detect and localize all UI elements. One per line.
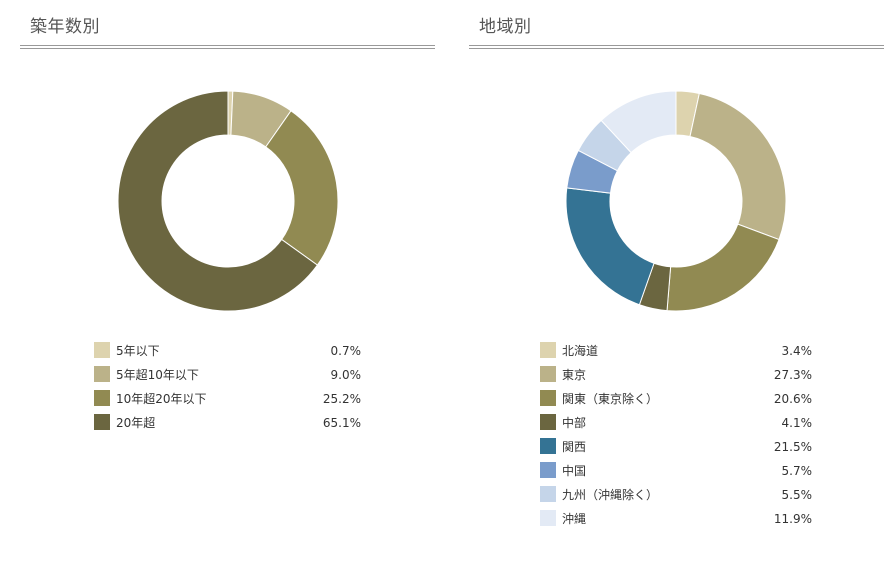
donut-slice	[265, 110, 339, 266]
legend-value: 20.6%	[773, 392, 812, 406]
donut-slice	[600, 90, 677, 154]
legend-label: 九州（沖縄除く）	[562, 488, 659, 502]
legend-item: 10年超20年以下 25.2%	[94, 390, 361, 414]
legend-value: 9.0%	[330, 368, 362, 382]
legend-value: 11.9%	[773, 512, 812, 526]
donut-slice	[689, 92, 787, 241]
legend-item: 関西 21.5%	[540, 438, 812, 462]
age-chart-title: 築年数別	[30, 17, 100, 37]
legend-value: 25.2%	[322, 392, 361, 406]
age-panel: 築年数別	[20, 0, 435, 49]
legend-item: 関東（東京除く） 20.6%	[540, 390, 812, 414]
legend-item: 沖縄 11.9%	[540, 510, 812, 534]
legend-value: 65.1%	[322, 416, 361, 430]
title-divider	[469, 45, 884, 49]
age-legend: 5年以下 0.7% 5年超10年以下 9.0% 10年超20年以下 25.2% 20年超 65…	[94, 342, 361, 438]
legend-item: 中国 5.7%	[540, 462, 812, 486]
legend-swatch	[94, 342, 110, 358]
title-divider	[20, 45, 435, 49]
legend-value: 21.5%	[773, 440, 812, 454]
legend-swatch	[540, 414, 556, 430]
legend-item: 北海道 3.4%	[540, 342, 812, 366]
donut-slice	[565, 187, 655, 306]
region-panel: 地域別	[469, 0, 884, 49]
region-donut-chart	[565, 90, 787, 312]
legend-label: 北海道	[562, 344, 599, 358]
legend-swatch	[540, 438, 556, 454]
legend-value: 4.1%	[781, 416, 813, 430]
legend-swatch	[540, 462, 556, 478]
legend-swatch	[540, 486, 556, 502]
legend-label: 東京	[562, 368, 587, 382]
legend-swatch	[540, 366, 556, 382]
legend-swatch	[540, 342, 556, 358]
legend-value: 27.3%	[773, 368, 812, 382]
legend-item: 中部 4.1%	[540, 414, 812, 438]
legend-label: 10年超20年以下	[116, 392, 207, 406]
legend-value: 5.7%	[781, 464, 813, 478]
legend-item: 20年超 65.1%	[94, 414, 361, 438]
legend-label: 関西	[562, 440, 587, 454]
region-chart-title: 地域別	[479, 17, 532, 37]
region-legend: 北海道 3.4% 東京 27.3% 関東（東京除く） 20.6% 中部 4.1% 関西 21.5%…	[540, 342, 812, 534]
legend-swatch	[540, 510, 556, 526]
legend-item: 東京 27.3%	[540, 366, 812, 390]
legend-label: 沖縄	[562, 512, 587, 526]
legend-swatch	[540, 390, 556, 406]
legend-value: 3.4%	[781, 344, 813, 358]
legend-label: 5年以下	[116, 344, 160, 358]
legend-label: 関東（東京除く）	[562, 392, 659, 406]
donut-slice	[666, 223, 780, 312]
legend-label: 中国	[562, 464, 587, 478]
donut-slice	[117, 90, 319, 312]
legend-swatch	[94, 390, 110, 406]
legend-label: 中部	[562, 416, 587, 430]
legend-label: 20年超	[116, 416, 156, 430]
age-donut-chart	[117, 90, 339, 312]
legend-value: 5.5%	[781, 488, 813, 502]
legend-item: 九州（沖縄除く） 5.5%	[540, 486, 812, 510]
legend-item: 5年以下 0.7%	[94, 342, 361, 366]
legend-swatch	[94, 414, 110, 430]
legend-value: 0.7%	[330, 344, 362, 358]
legend-swatch	[94, 366, 110, 382]
legend-label: 5年超10年以下	[116, 368, 199, 382]
legend-item: 5年超10年以下 9.0%	[94, 366, 361, 390]
